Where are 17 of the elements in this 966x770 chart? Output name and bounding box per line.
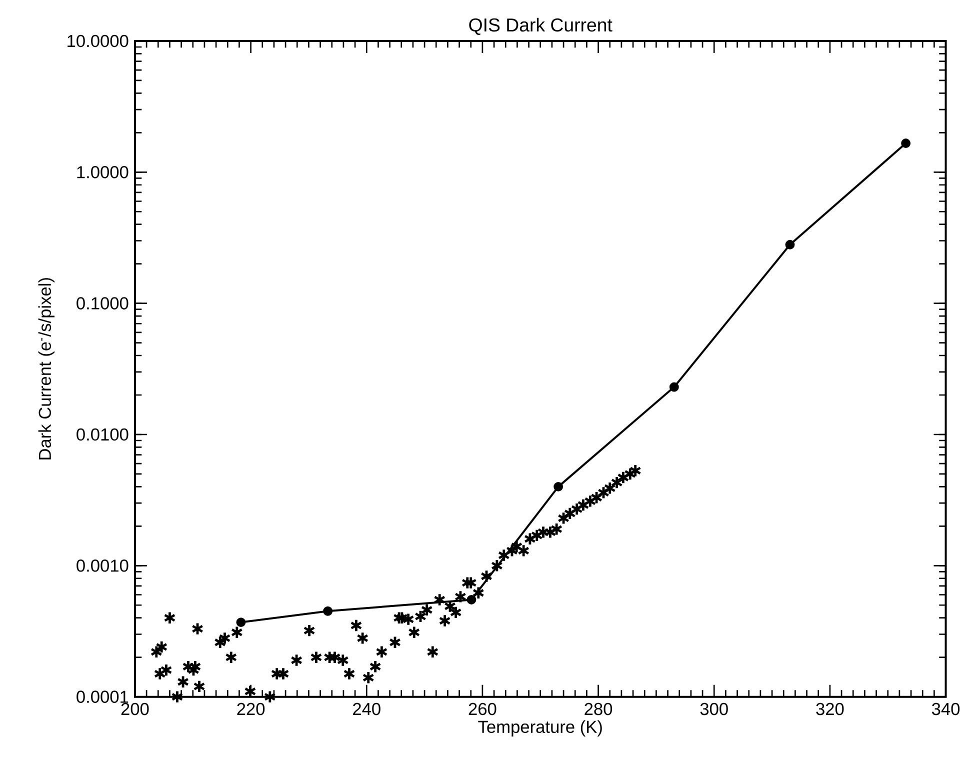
y-axis-title: Dark Current (e$^{-}$/s/pixel)	[38, 278, 54, 460]
x-tick-label: 240	[353, 702, 380, 716]
x-tick-label: 220	[237, 702, 265, 716]
x-tick-label: 260	[468, 702, 496, 716]
y-tick-label: 0.0001	[76, 690, 128, 704]
y-tick-label: 0.0010	[76, 560, 128, 572]
x-tick-label: 320	[816, 702, 844, 716]
x-tick-label: 200	[121, 702, 149, 716]
y-tick-label: 10.0000	[68, 34, 128, 48]
x-axis-title: Temperature (K)	[478, 720, 602, 737]
y-tick-label: 0.1000	[76, 297, 128, 310]
x-tick-label: 300	[700, 702, 728, 716]
y-tick-label: 1.0000	[77, 166, 128, 178]
x-tick-label: 340	[932, 702, 960, 716]
y-tick-label: 0.0100	[76, 428, 128, 441]
chart-title: QIS Dark Current	[469, 18, 612, 36]
x-tick-label: 280	[584, 702, 612, 716]
